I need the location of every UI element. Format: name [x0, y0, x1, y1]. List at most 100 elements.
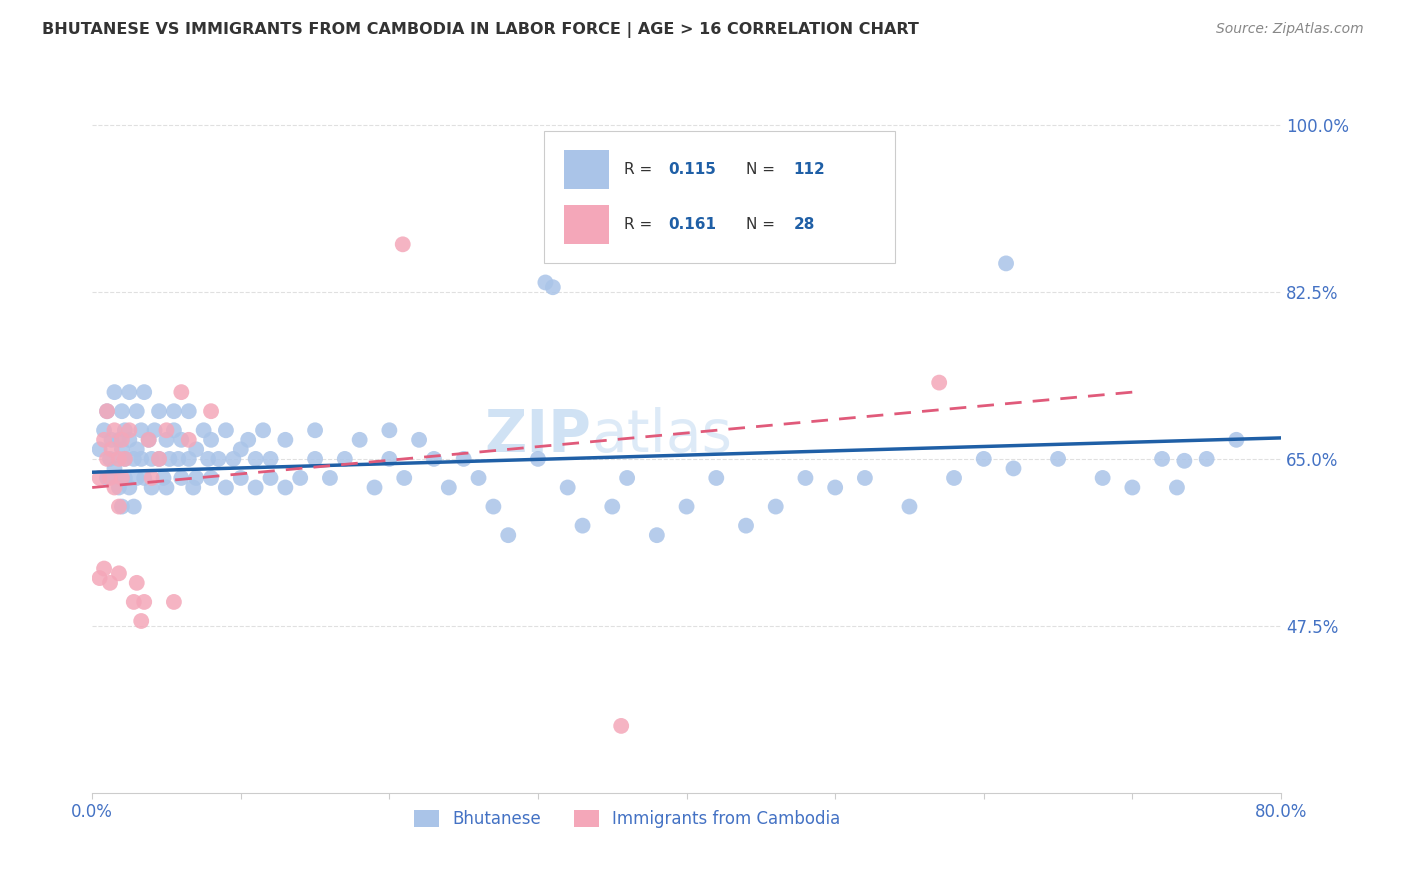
Point [675, 500, 697, 514]
Bar [564, 150, 609, 189]
Point [215, 423, 238, 437]
Point [290, 471, 312, 485]
Point [177, 404, 200, 418]
Point [319, 471, 342, 485]
Point [245, 481, 267, 495]
Point [111, 404, 134, 418]
Point [96, 471, 118, 485]
Point [394, 471, 416, 485]
Point [222, 451, 245, 466]
Point [1166, 481, 1188, 495]
Text: ZIP: ZIP [485, 407, 592, 464]
Point [108, 451, 131, 466]
Point [181, 481, 204, 495]
Point [794, 471, 817, 485]
Point [114, 451, 136, 466]
Point [245, 451, 267, 466]
Point [118, 433, 141, 447]
Point [304, 423, 326, 437]
Text: 112: 112 [793, 162, 825, 178]
Point [453, 451, 475, 466]
Point [163, 595, 186, 609]
Point [111, 471, 134, 485]
Point [134, 595, 156, 609]
Text: R =: R = [624, 218, 657, 232]
Point [134, 385, 156, 400]
Point [98, 575, 121, 590]
Point [100, 442, 122, 457]
Point [138, 433, 160, 447]
Point [98, 451, 121, 466]
Point [177, 451, 200, 466]
Point [143, 423, 166, 437]
Point [155, 481, 177, 495]
Point [114, 471, 136, 485]
Point [408, 433, 430, 447]
Point [103, 481, 125, 495]
Point [111, 500, 134, 514]
Point [177, 433, 200, 447]
Point [616, 471, 638, 485]
Point [122, 500, 145, 514]
Point [378, 423, 401, 437]
Point [155, 433, 177, 447]
Point [125, 471, 148, 485]
Point [1173, 454, 1195, 468]
Point [349, 433, 371, 447]
Point [122, 451, 145, 466]
Point [125, 442, 148, 457]
Point [943, 471, 966, 485]
Point [103, 461, 125, 475]
Point [197, 451, 219, 466]
Point [148, 451, 170, 466]
Point [148, 451, 170, 466]
Point [103, 385, 125, 400]
Point [186, 471, 208, 485]
Point [704, 471, 727, 485]
Point [108, 481, 131, 495]
Point [170, 471, 193, 485]
Point [765, 500, 787, 514]
Point [141, 471, 163, 485]
Point [98, 471, 121, 485]
Point [111, 442, 134, 457]
Point [423, 451, 446, 466]
Point [252, 423, 274, 437]
Point [89, 571, 111, 585]
Point [114, 423, 136, 437]
Point [114, 451, 136, 466]
Point [152, 471, 174, 485]
Bar [564, 205, 609, 244]
Point [200, 433, 222, 447]
Point [129, 451, 152, 466]
Point [1225, 433, 1247, 447]
Text: Source: ZipAtlas.com: Source: ZipAtlas.com [1216, 22, 1364, 37]
Point [229, 442, 252, 457]
Point [541, 280, 564, 294]
Point [534, 276, 557, 290]
Point [200, 471, 222, 485]
Point [238, 433, 260, 447]
Point [645, 528, 668, 542]
Point [170, 433, 193, 447]
FancyBboxPatch shape [544, 131, 894, 263]
Point [167, 451, 190, 466]
Point [96, 404, 118, 418]
Point [467, 471, 489, 485]
Text: N =: N = [747, 162, 780, 178]
Point [93, 561, 115, 575]
Point [125, 404, 148, 418]
Point [571, 518, 593, 533]
Point [898, 500, 921, 514]
Point [853, 471, 876, 485]
Point [159, 451, 181, 466]
Point [122, 595, 145, 609]
Point [824, 481, 846, 495]
Point [610, 719, 633, 733]
Point [973, 451, 995, 466]
Point [928, 376, 950, 390]
Point [1091, 471, 1114, 485]
Text: BHUTANESE VS IMMIGRANTS FROM CAMBODIA IN LABOR FORCE | AGE > 16 CORRELATION CHAR: BHUTANESE VS IMMIGRANTS FROM CAMBODIA IN… [42, 22, 920, 38]
Legend: Bhutanese, Immigrants from Cambodia: Bhutanese, Immigrants from Cambodia [406, 803, 848, 834]
Point [735, 518, 758, 533]
